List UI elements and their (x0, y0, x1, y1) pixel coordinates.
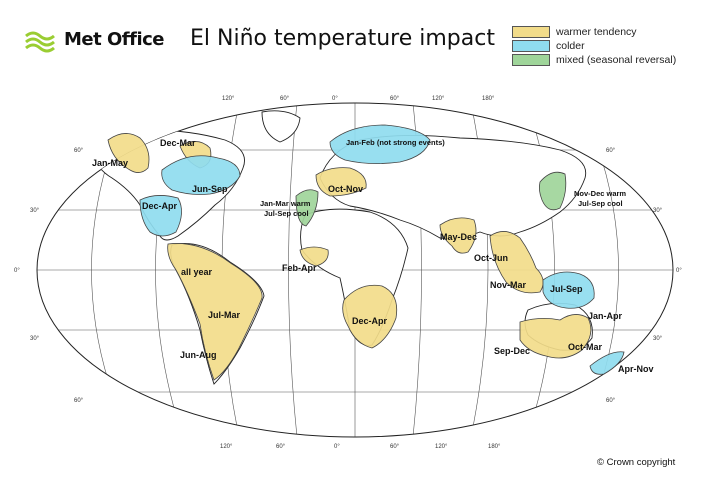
legend-swatch-mixed (512, 54, 550, 66)
label-jun-aug: Jun-Aug (180, 350, 217, 360)
left-tick-30s: 30° (30, 336, 40, 342)
label-oct-nov: Oct-Nov (328, 184, 363, 194)
label-jun-sep: Jun-Sep (192, 184, 228, 194)
map-title: El Niño temperature impact (190, 26, 495, 51)
legend-item-colder: colder (512, 39, 676, 53)
legend: warmer tendency colder mixed (seasonal r… (512, 25, 676, 67)
label-feb-apr: Feb-Apr (282, 263, 317, 273)
legend-label-warmer: warmer tendency (556, 26, 637, 38)
globe-outline (36, 102, 674, 438)
label-dec-mar: Dec-Mar (160, 138, 196, 148)
bottom-tick-60w: 60° (276, 444, 286, 450)
legend-swatch-colder (512, 40, 550, 52)
legend-label-colder: colder (556, 40, 585, 52)
bottom-tick-120e: 120° (435, 444, 448, 450)
left-tick-30n: 30° (30, 208, 40, 214)
top-tick-120e: 120° (432, 96, 445, 102)
bottom-tick-120w: 120° (220, 444, 233, 450)
label-jul-sep-aus: Jul-Sep (550, 284, 583, 294)
greenland-shape (261, 110, 301, 143)
label-nov-mar: Nov-Mar (490, 280, 527, 290)
region-alaska-warm (107, 133, 150, 173)
world-map: 120° 60° 0° 60° 120° 180° 120° 60° 0° 60… (14, 96, 682, 450)
region-gulf-guinea-warm (299, 246, 329, 267)
right-tick-30n: 30° (653, 208, 663, 214)
label-all-year: all year (181, 267, 213, 277)
bottom-tick-60e: 60° (390, 444, 400, 450)
legend-label-mixed: mixed (seasonal reversal) (556, 54, 677, 66)
label-jan-feb: Jan-Feb (not strong events) (346, 138, 445, 147)
label-jan-may: Jan-May (92, 158, 128, 168)
logo-text: Met Office (64, 29, 165, 50)
region-europe-cold (329, 124, 431, 164)
right-tick-60s: 60° (606, 398, 616, 404)
label-oct-mar: Oct-Mar (568, 342, 603, 352)
label-apr-nov: Apr-Nov (618, 364, 654, 374)
top-tick-120w: 120° (222, 96, 235, 102)
legend-item-mixed: mixed (seasonal reversal) (512, 53, 676, 67)
region-mediterranean-warm (315, 167, 367, 197)
legend-item-warmer: warmer tendency (512, 25, 676, 39)
label-sep-dec: Sep-Dec (494, 346, 530, 356)
label-jul-sep-cool-asia: Jul-Sep cool (578, 199, 623, 208)
bottom-tick-0: 0° (334, 444, 340, 450)
left-tick-60s: 60° (74, 398, 84, 404)
region-india-warm (439, 217, 477, 254)
label-dec-apr-africa: Dec-Apr (352, 316, 388, 326)
label-jan-mar-warm: Jan-Mar warm (260, 199, 311, 208)
top-tick-0: 0° (332, 96, 338, 102)
label-jan-apr: Jan-Apr (588, 311, 623, 321)
region-labels: Jan-May Dec-Mar Jun-Sep Dec-Apr Jan-Feb … (92, 138, 654, 374)
label-jul-mar: Jul-Mar (208, 310, 241, 320)
tick-labels: 120° 60° 0° 60° 120° 180° 120° 60° 0° 60… (14, 96, 682, 450)
right-tick-60n: 60° (606, 148, 616, 154)
top-tick-60w: 60° (280, 96, 290, 102)
region-ne-australia-cold (542, 271, 595, 309)
right-tick-30s: 30° (653, 336, 663, 342)
copyright-notice: © Crown copyright (597, 457, 676, 468)
legend-swatch-warmer (512, 26, 550, 38)
region-us-south-cold (139, 195, 182, 237)
region-south-america-warm (167, 243, 263, 381)
region-se-australia-warm (519, 314, 592, 359)
label-may-dec: May-Dec (440, 232, 477, 242)
bottom-tick-180: 180° (488, 444, 501, 450)
top-tick-60e: 60° (390, 96, 400, 102)
label-jul-sep-cool: Jul-Sep cool (264, 209, 309, 218)
label-dec-apr-na: Dec-Apr (142, 201, 178, 211)
region-japan-mixed (538, 171, 567, 211)
region-southern-africa-warm (342, 284, 398, 349)
region-us-cold (161, 155, 241, 195)
logo-waves-icon (25, 31, 55, 53)
left-tick-0: 0° (14, 268, 20, 274)
top-tick-180: 180° (482, 96, 495, 102)
region-wafrica-mixed (295, 189, 319, 227)
met-office-logo (25, 31, 55, 53)
label-nov-dec-warm: Nov-Dec warm (574, 189, 626, 198)
left-tick-60n: 60° (74, 148, 84, 154)
right-tick-0: 0° (676, 268, 682, 274)
label-oct-jun: Oct-Jun (474, 253, 508, 263)
region-new-zealand-cold (589, 351, 625, 375)
impact-regions (107, 124, 625, 381)
